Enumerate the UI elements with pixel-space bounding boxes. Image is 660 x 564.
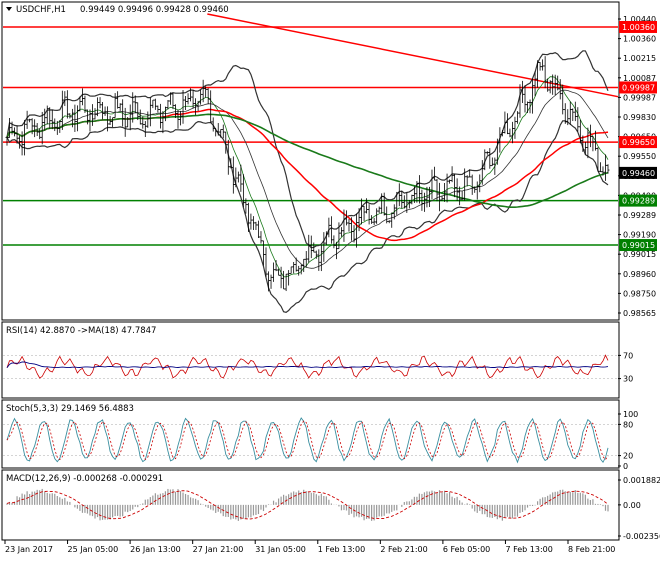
stoch-tick-label: 80 (623, 420, 633, 429)
price-tick-label: 1.00215 (623, 54, 656, 63)
macd-tick-label: -0.002356 (623, 532, 660, 541)
price-tick-label: 1.00360 (623, 35, 656, 44)
price-tick-label: 0.99289 (623, 211, 656, 220)
time-tick-label: 7 Feb 13:00 (505, 545, 552, 554)
level-tag-bg (619, 239, 657, 252)
level-tag-label: 0.99289 (622, 197, 655, 206)
time-tick-label: 27 Jan 21:00 (193, 545, 244, 554)
rsi-tick-label: 70 (623, 351, 633, 360)
bollinger-mid (6, 89, 609, 269)
level-tag-bg (619, 194, 657, 207)
price-tick-label: 0.99550 (623, 152, 656, 161)
macd-tick-label: 0.001882 (623, 476, 660, 485)
level-tag-label: 0.99650 (622, 138, 655, 147)
level-tag-bg (619, 136, 657, 149)
price-tick-label: 0.99190 (623, 231, 656, 240)
stoch-panel-frame (1, 399, 620, 469)
chart-symbol: USDCHF,H1 (16, 5, 66, 15)
stoch-tick-label: 100 (623, 410, 638, 419)
rsi-layer: 70 30 (3, 351, 633, 384)
time-tick-label: 2 Feb 21:00 (380, 545, 427, 554)
time-tick-label: 31 Jan 05:00 (255, 545, 306, 554)
price-tick-label: 0.98750 (623, 289, 656, 298)
price-tick-label: 0.99830 (623, 113, 656, 122)
dropdown-triangle-icon[interactable] (6, 7, 12, 11)
current-price-tag-label: 0.99460 (622, 169, 655, 178)
main-panel-frame (1, 1, 620, 321)
level-tag-bg (619, 20, 657, 33)
rsi-title: RSI(14) 42.8870 ->MA(18) 47.7847 (6, 326, 156, 336)
stoch-title: Stoch(5,3,3) 29.1469 56.4883 (6, 404, 134, 414)
trendline (207, 13, 619, 98)
rsi-ma-line (6, 361, 609, 369)
macd-title: MACD(12,26,9) -0.000268 -0.000291 (6, 474, 163, 484)
ma-green-line (6, 113, 609, 208)
level-tag-bg (619, 81, 657, 94)
time-tick-label: 23 Jan 2017 (5, 545, 53, 554)
level-tag-label: 0.99987 (622, 83, 655, 92)
stoch-main-line (6, 417, 609, 464)
stoch-tick-label: 0 (623, 462, 628, 471)
time-tick-label: 6 Feb 05:00 (443, 545, 490, 554)
macd-layer: 0.001882 0.00 -0.002356 (6, 476, 660, 541)
bollinger-upper (6, 50, 609, 249)
level-tag-label: 1.00360 (622, 23, 655, 32)
stoch-signal-line (6, 420, 609, 461)
rsi-line (6, 354, 609, 379)
main-layer (3, 13, 619, 313)
rsi-tick-label: 30 (623, 375, 633, 384)
price-tick-label: 1.00440 (623, 15, 656, 24)
chart-ohlc: 0.99449 0.99496 0.99428 0.99460 (80, 5, 229, 15)
current-price-tag-bg (619, 166, 657, 179)
time-tick-label: 25 Jan 05:00 (68, 545, 119, 554)
price-tick-label: 0.99987 (623, 93, 656, 102)
time-tick-label: 26 Jan 13:00 (130, 545, 181, 554)
price-tick-label: 0.99015 (623, 250, 656, 259)
axis-layer: 1.004401.003601.002151.000870.999870.998… (4, 15, 657, 554)
price-tick-label: 0.98960 (623, 270, 656, 279)
level-tag-label: 0.99015 (622, 241, 655, 250)
price-tick-label: 1.00087 (623, 74, 656, 83)
price-tick-label: 0.98565 (623, 309, 656, 318)
time-tick-label: 1 Feb 13:00 (318, 545, 365, 554)
time-tick-label: 8 Feb 21:00 (568, 545, 615, 554)
macd-tick-label: 0.00 (623, 501, 641, 510)
stoch-tick-label: 20 (623, 452, 633, 461)
bollinger-lower (6, 120, 609, 313)
